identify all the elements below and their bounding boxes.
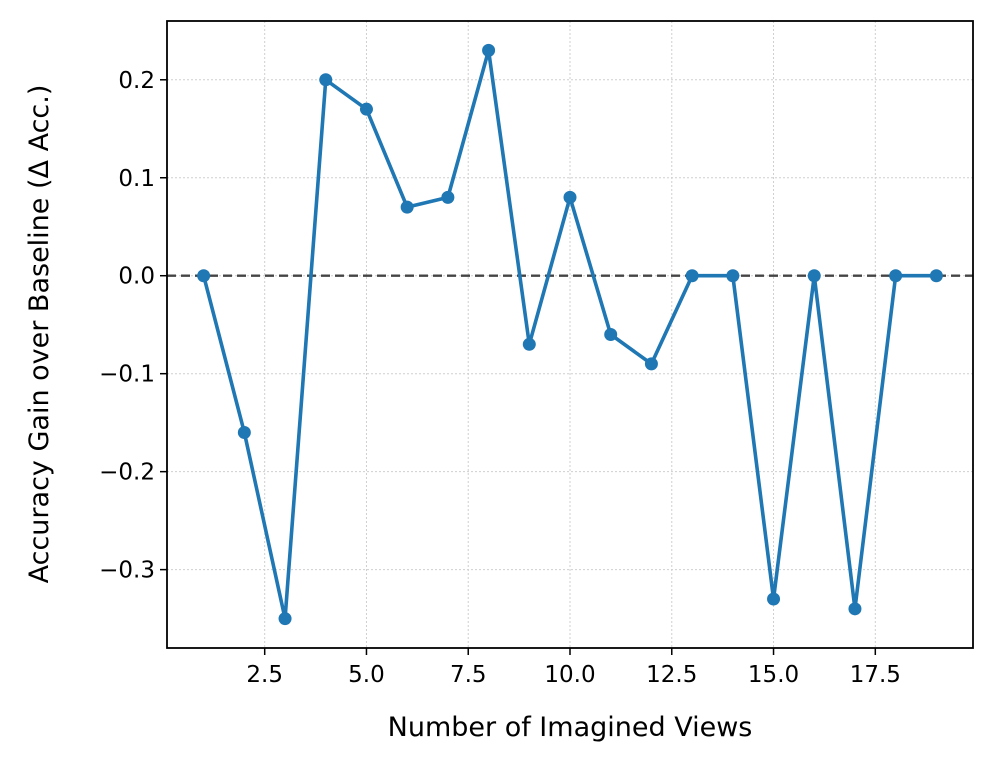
x-axis-title: Number of Imagined Views xyxy=(388,712,753,743)
x-tick-label: 15.0 xyxy=(748,662,799,688)
data-point xyxy=(400,200,414,214)
y-tick-label: 0.1 xyxy=(118,166,155,192)
x-tick-label: 12.5 xyxy=(646,662,697,688)
y-axis-title: Accuracy Gain over Baseline (Δ Acc.) xyxy=(24,85,55,584)
data-point xyxy=(604,328,618,341)
x-tick-label: 2.5 xyxy=(246,662,283,688)
data-point xyxy=(359,102,373,116)
x-tick-label: 17.5 xyxy=(850,662,901,688)
data-point xyxy=(807,269,821,283)
data-point xyxy=(889,269,903,283)
data-point xyxy=(848,602,862,616)
series-layer xyxy=(197,43,943,626)
data-point xyxy=(929,269,943,283)
data-point xyxy=(237,425,251,439)
data-point xyxy=(441,190,455,204)
data-point xyxy=(726,269,740,283)
data-point xyxy=(278,612,292,626)
y-tick-label: 0.2 xyxy=(118,68,155,94)
y-tick-label: −0.3 xyxy=(99,558,155,584)
data-point xyxy=(644,357,658,371)
data-point xyxy=(482,43,496,57)
y-tick-label: 0.0 xyxy=(118,264,155,290)
data-point xyxy=(522,337,536,351)
x-tick-label: 5.0 xyxy=(348,662,385,688)
x-tick-label: 10.0 xyxy=(544,662,595,688)
y-tick-label: −0.2 xyxy=(99,460,155,486)
data-point xyxy=(685,269,699,283)
data-point xyxy=(197,269,211,283)
x-tick-label: 7.5 xyxy=(450,662,487,688)
x-axis: 2.5 5.0 7.5 10.0 12.5 15.0 17.5 xyxy=(246,648,901,688)
data-point xyxy=(563,190,577,204)
data-point xyxy=(319,73,333,87)
data-point xyxy=(767,592,781,606)
y-tick-label: −0.1 xyxy=(99,362,155,388)
grid xyxy=(167,21,973,648)
y-axis: −0.3 −0.2 −0.1 0.0 0.1 0.2 xyxy=(99,68,167,584)
